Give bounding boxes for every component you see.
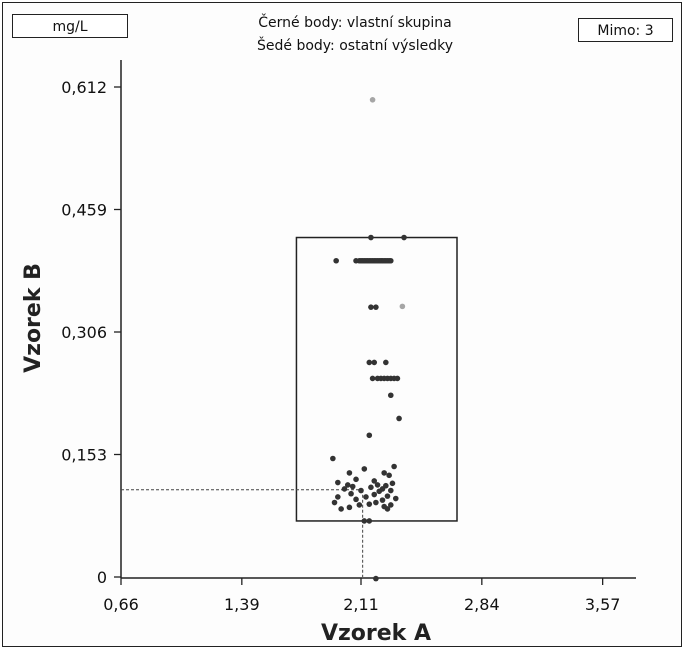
y-tick-label: 0,459 [61, 201, 107, 220]
x-tick-label: 1,39 [224, 595, 260, 614]
legend-other-results: Šedé body: ostatní výsledky [257, 38, 453, 54]
data-point [353, 496, 359, 503]
axes [120, 60, 636, 579]
y-tick-label: 0,306 [61, 323, 107, 342]
data-point [396, 415, 402, 422]
x-tick-label: 0,66 [103, 595, 139, 614]
data-point [392, 495, 399, 502]
data-point [368, 304, 374, 310]
data-point [366, 518, 373, 524]
data-point [344, 482, 351, 488]
data-point [373, 304, 379, 310]
data-point [366, 359, 373, 366]
data-point [376, 488, 383, 495]
data-point [387, 487, 394, 494]
data-point [361, 466, 368, 472]
acceptance-rectangle [295, 236, 458, 522]
ticks: 0,66 1,39 2,11 2,84 3,57 0 0,153 0,306 0,459 0,61… [61, 78, 620, 614]
data-point [384, 493, 391, 499]
data-point [363, 494, 369, 500]
data-point [371, 491, 378, 498]
data-point [358, 487, 364, 494]
data-point [373, 575, 379, 582]
x-axis-title: Vzorek A [321, 621, 431, 646]
x-tick-label: 3,57 [585, 595, 621, 614]
data-point [353, 476, 359, 483]
data-point [361, 518, 368, 524]
data-point [384, 506, 391, 512]
data-point [369, 375, 376, 382]
data-point [366, 501, 373, 507]
data-point [379, 497, 386, 503]
outside-count-label: Mimo: 3 [578, 18, 673, 42]
data-point [346, 470, 353, 476]
data-point [387, 392, 394, 399]
guides [121, 236, 458, 577]
data-point [338, 506, 344, 512]
data-point [399, 303, 406, 310]
data-point [369, 97, 376, 103]
data-point [381, 470, 387, 476]
data-point [391, 463, 397, 470]
data-point [366, 432, 373, 439]
data-point [387, 502, 394, 508]
unit-label: mg/L [12, 14, 128, 38]
data-point [371, 359, 378, 366]
data-point [330, 455, 336, 462]
data-point [373, 499, 379, 506]
x-tick-label: 2,11 [343, 595, 379, 614]
y-tick-label: 0 [97, 568, 107, 587]
data-point [341, 486, 348, 492]
data-point [383, 359, 389, 366]
data-point [387, 257, 394, 264]
data-point [401, 234, 407, 241]
data-point [348, 490, 354, 497]
data-point [368, 234, 374, 241]
data-point [335, 479, 341, 486]
legend-own-group: Černé body: vlastní skupina [258, 15, 452, 31]
data-point [356, 502, 363, 508]
data-point [394, 375, 401, 382]
data-point [349, 483, 356, 490]
data-point [335, 494, 341, 500]
data-point [389, 480, 396, 487]
y-axis-title: Vzorek B [21, 263, 46, 373]
data-point [386, 472, 392, 479]
y-tick-label: 0,153 [61, 446, 107, 465]
data-point [368, 484, 374, 491]
data-point [371, 478, 378, 484]
data-point [374, 482, 381, 488]
data-points [330, 97, 407, 582]
data-point [346, 504, 353, 511]
y-tick-label: 0,612 [61, 78, 107, 97]
x-tick-label: 2,84 [464, 595, 500, 614]
data-point [331, 499, 338, 506]
data-point [333, 257, 339, 264]
